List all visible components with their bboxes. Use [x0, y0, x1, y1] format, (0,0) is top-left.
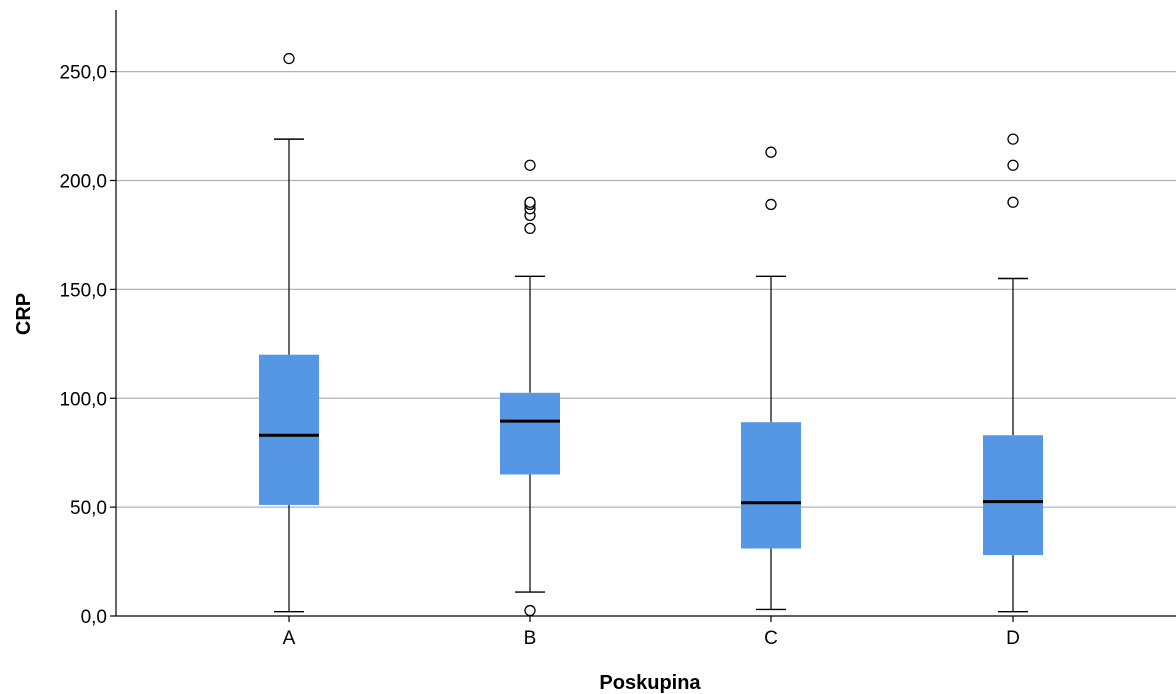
y-tick-label: 100,0: [59, 389, 107, 410]
outlier-point: [1007, 196, 1019, 208]
x-tick-label: B: [524, 628, 537, 649]
y-axis-title: CRP: [13, 293, 35, 335]
y-tick-label: 150,0: [59, 280, 107, 301]
y-tick-label: 250,0: [59, 63, 107, 84]
x-tick-label: D: [1006, 628, 1020, 649]
box-group-C: [741, 146, 801, 611]
outlier-point: [524, 159, 536, 171]
box-iqr: [741, 422, 801, 549]
outlier-point: [765, 146, 777, 158]
box-group-A: [259, 52, 319, 613]
outlier-point: [524, 222, 536, 235]
box-iqr: [500, 392, 560, 475]
y-tick-label: 200,0: [59, 172, 107, 193]
box-group-D: [983, 133, 1043, 613]
box-iqr: [259, 354, 319, 505]
outlier-point: [1007, 133, 1019, 145]
x-tick-label: C: [764, 628, 778, 649]
y-tick-label: 50,0: [70, 498, 107, 519]
axes: [115, 10, 1176, 617]
outlier-point: [283, 52, 295, 65]
x-axis-title: Poskupina: [599, 672, 701, 694]
x-tick-label: A: [283, 628, 296, 649]
outlier-point: [765, 198, 777, 211]
y-tick-label: 0,0: [81, 607, 107, 628]
outlier-point: [1007, 159, 1019, 171]
box-plot-series: [259, 52, 1043, 617]
outlier-point: [524, 196, 536, 208]
box-iqr: [983, 435, 1043, 556]
outlier-point: [524, 604, 536, 617]
tick-labels: 0,0 50,0 100,0 150,0 200,0 250,0 A B C D: [59, 63, 1019, 649]
box-group-B: [500, 159, 560, 617]
